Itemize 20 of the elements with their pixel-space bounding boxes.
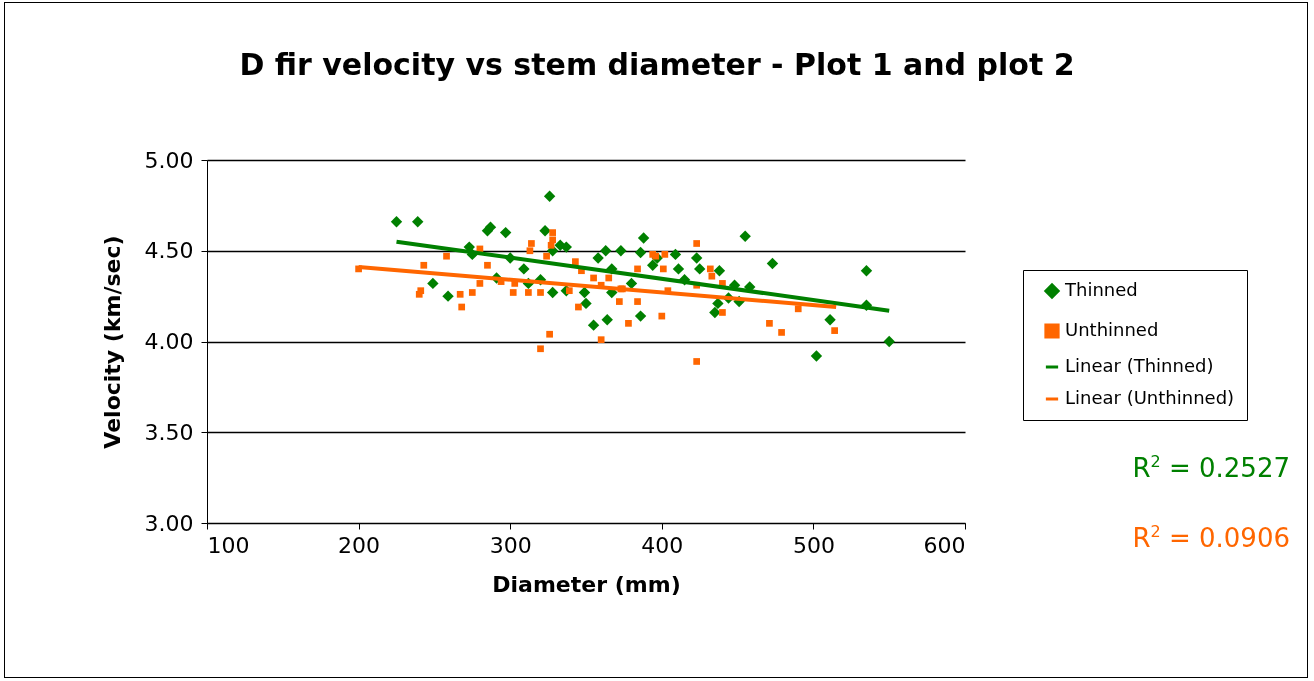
x-tick-label: 300 bbox=[489, 532, 532, 558]
y-tick-label: 5.00 bbox=[144, 147, 194, 173]
chart-title: D fir velocity vs stem diameter - Plot 1 and plot 2 bbox=[239, 47, 1075, 82]
x-tick-label: 200 bbox=[338, 532, 381, 558]
y-tick-label: 3.50 bbox=[144, 419, 194, 445]
x-tick-label: 100 bbox=[207, 532, 250, 558]
y-axis-title: Velocity (km/sec) bbox=[99, 235, 125, 449]
text: R$^{2}$ = 0.2527 bbox=[1132, 452, 1290, 483]
text: R$^{2}$ = 0.0906 bbox=[1132, 522, 1290, 553]
x-tick-label: 500 bbox=[792, 532, 835, 558]
y-tick-label: 4.50 bbox=[144, 238, 194, 264]
legend-label: Linear (Thinned) bbox=[1065, 355, 1214, 376]
legend-label: Unthinned bbox=[1065, 319, 1159, 340]
y-tick-label: 4.00 bbox=[144, 329, 194, 354]
x-axis-title: Diameter (mm) bbox=[492, 571, 681, 597]
y-tick-label: 3.00 bbox=[144, 510, 194, 536]
legend-label: Linear (Unthinned) bbox=[1065, 387, 1235, 408]
x-tick-label: 400 bbox=[641, 532, 684, 558]
legend-label: Thinned bbox=[1064, 279, 1138, 300]
x-tick-label: 600 bbox=[923, 532, 966, 558]
